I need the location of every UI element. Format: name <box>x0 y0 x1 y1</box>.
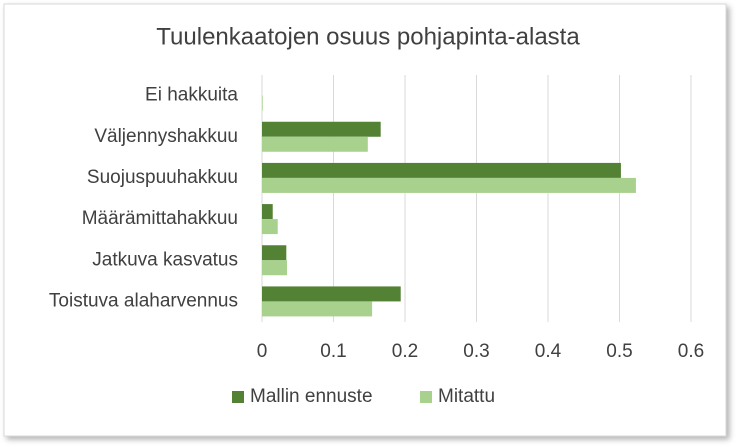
x-tick-label: 0.6 <box>678 341 704 362</box>
legend-swatch <box>232 391 244 403</box>
x-tick-label: 0.1 <box>320 341 346 362</box>
y-tick-label: Määrämittahakkuu <box>82 208 238 229</box>
legend-label: Mitattu <box>438 386 495 407</box>
x-tick-label: 0 <box>257 341 268 362</box>
bar <box>262 121 381 137</box>
y-tick-label: Suojuspuuhakkuu <box>87 167 238 188</box>
bar <box>262 177 636 193</box>
chart-title: Tuulenkaatojen osuus pohjapinta-alasta <box>156 23 580 50</box>
bar <box>262 260 288 276</box>
bar <box>262 286 401 302</box>
legend-swatch <box>420 391 432 403</box>
bar <box>262 219 278 235</box>
y-tick-label: Ei hakkuita <box>145 85 238 106</box>
bar <box>262 136 368 152</box>
bar <box>262 245 287 261</box>
chart-frame <box>3 3 727 437</box>
x-tick-label: 0.3 <box>463 341 489 362</box>
bar <box>262 301 373 317</box>
x-tick-label: 0.4 <box>535 341 562 362</box>
legend-label: Mallin ennuste <box>250 386 373 407</box>
y-tick-label: Toistuva alaharvennus <box>49 290 238 311</box>
x-tick-label: 0.5 <box>606 341 632 362</box>
y-tick-label: Väljennyshakkuu <box>94 126 238 147</box>
bar <box>262 162 621 178</box>
bar <box>262 95 263 111</box>
y-tick-label: Jatkuva kasvatus <box>92 249 238 270</box>
bar <box>262 204 273 220</box>
x-tick-label: 0.2 <box>392 341 418 362</box>
